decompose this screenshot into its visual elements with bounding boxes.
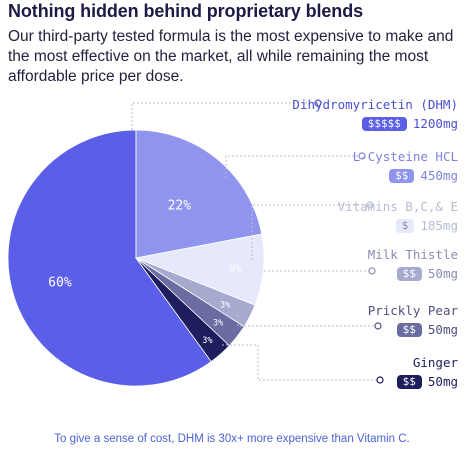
ingredient-dose: 1200mg xyxy=(412,116,458,131)
ingredient-dose: 50mg xyxy=(427,266,458,281)
cost-badge: $$ xyxy=(389,168,415,183)
leader-dot xyxy=(314,99,322,107)
ingredient-dose: 50mg xyxy=(427,322,458,337)
leader-line xyxy=(251,204,370,260)
pie-slice-label: 9% xyxy=(230,263,242,274)
pie-slice-label: 3% xyxy=(213,319,223,329)
cost-badge: $$ xyxy=(396,374,422,389)
cost-badge: $$ xyxy=(396,266,422,281)
leader-dot xyxy=(366,201,374,209)
leader-line xyxy=(222,344,380,381)
headline: Nothing hidden behind proprietary blends xyxy=(8,1,363,21)
ingredient-name: L-Cysteine HCL xyxy=(352,149,458,164)
pie-slice-label: 3% xyxy=(220,300,230,310)
pie-slice-label: 3% xyxy=(202,336,212,346)
cost-badge: $$$$$ xyxy=(361,116,407,131)
ingredient-row-ginger: Ginger $$ 50mg xyxy=(396,355,458,389)
cost-badge: $ xyxy=(395,218,415,233)
leader-dot xyxy=(374,322,382,330)
ingredient-name: Dihydromyricetin (DHM) xyxy=(292,97,458,112)
leader-dot xyxy=(368,267,376,275)
ingredient-dose: 450mg xyxy=(420,168,458,183)
ingredient-row-milk-thistle: Milk Thistle $$ 50mg xyxy=(368,247,458,281)
pie-slice-label: 60% xyxy=(48,276,72,291)
ingredient-row-vitamins: Vitamins B,C,& E $185mg xyxy=(338,199,458,233)
leader-dot xyxy=(376,376,384,384)
leader-line xyxy=(225,155,362,178)
pie-slice xyxy=(135,257,230,363)
pie-slice-label: 22% xyxy=(168,199,192,214)
intro-text: Our third-party tested formula is the mo… xyxy=(8,28,454,85)
ingredient-name: Vitamins B,C,& E xyxy=(337,199,458,214)
leader-dot xyxy=(358,152,366,160)
leader-line xyxy=(131,102,318,130)
leader-line xyxy=(237,312,378,327)
ingredient-dose: 50mg xyxy=(427,374,458,389)
pie-slice xyxy=(135,129,263,259)
ingredient-name: Milk Thistle xyxy=(367,247,458,262)
ingredient-name: Ginger xyxy=(412,355,458,370)
ingredient-dose: 185mg xyxy=(420,218,458,233)
ingredient-row-prickly-pear: Prickly Pear $$ 50mg xyxy=(368,303,458,337)
footer-note: To give a sense of cost, DHM is 30x+ mor… xyxy=(54,433,410,445)
ingredient-name: Prickly Pear xyxy=(367,303,458,318)
cost-badge: $$ xyxy=(396,322,422,337)
pie-slice xyxy=(7,129,212,387)
ingredient-row-l-cysteine: L-Cysteine HCL $$ 450mg xyxy=(353,149,458,183)
ingredient-row-dhm: Dihydromyricetin (DHM) $$$$$ 1200mg xyxy=(292,97,458,131)
